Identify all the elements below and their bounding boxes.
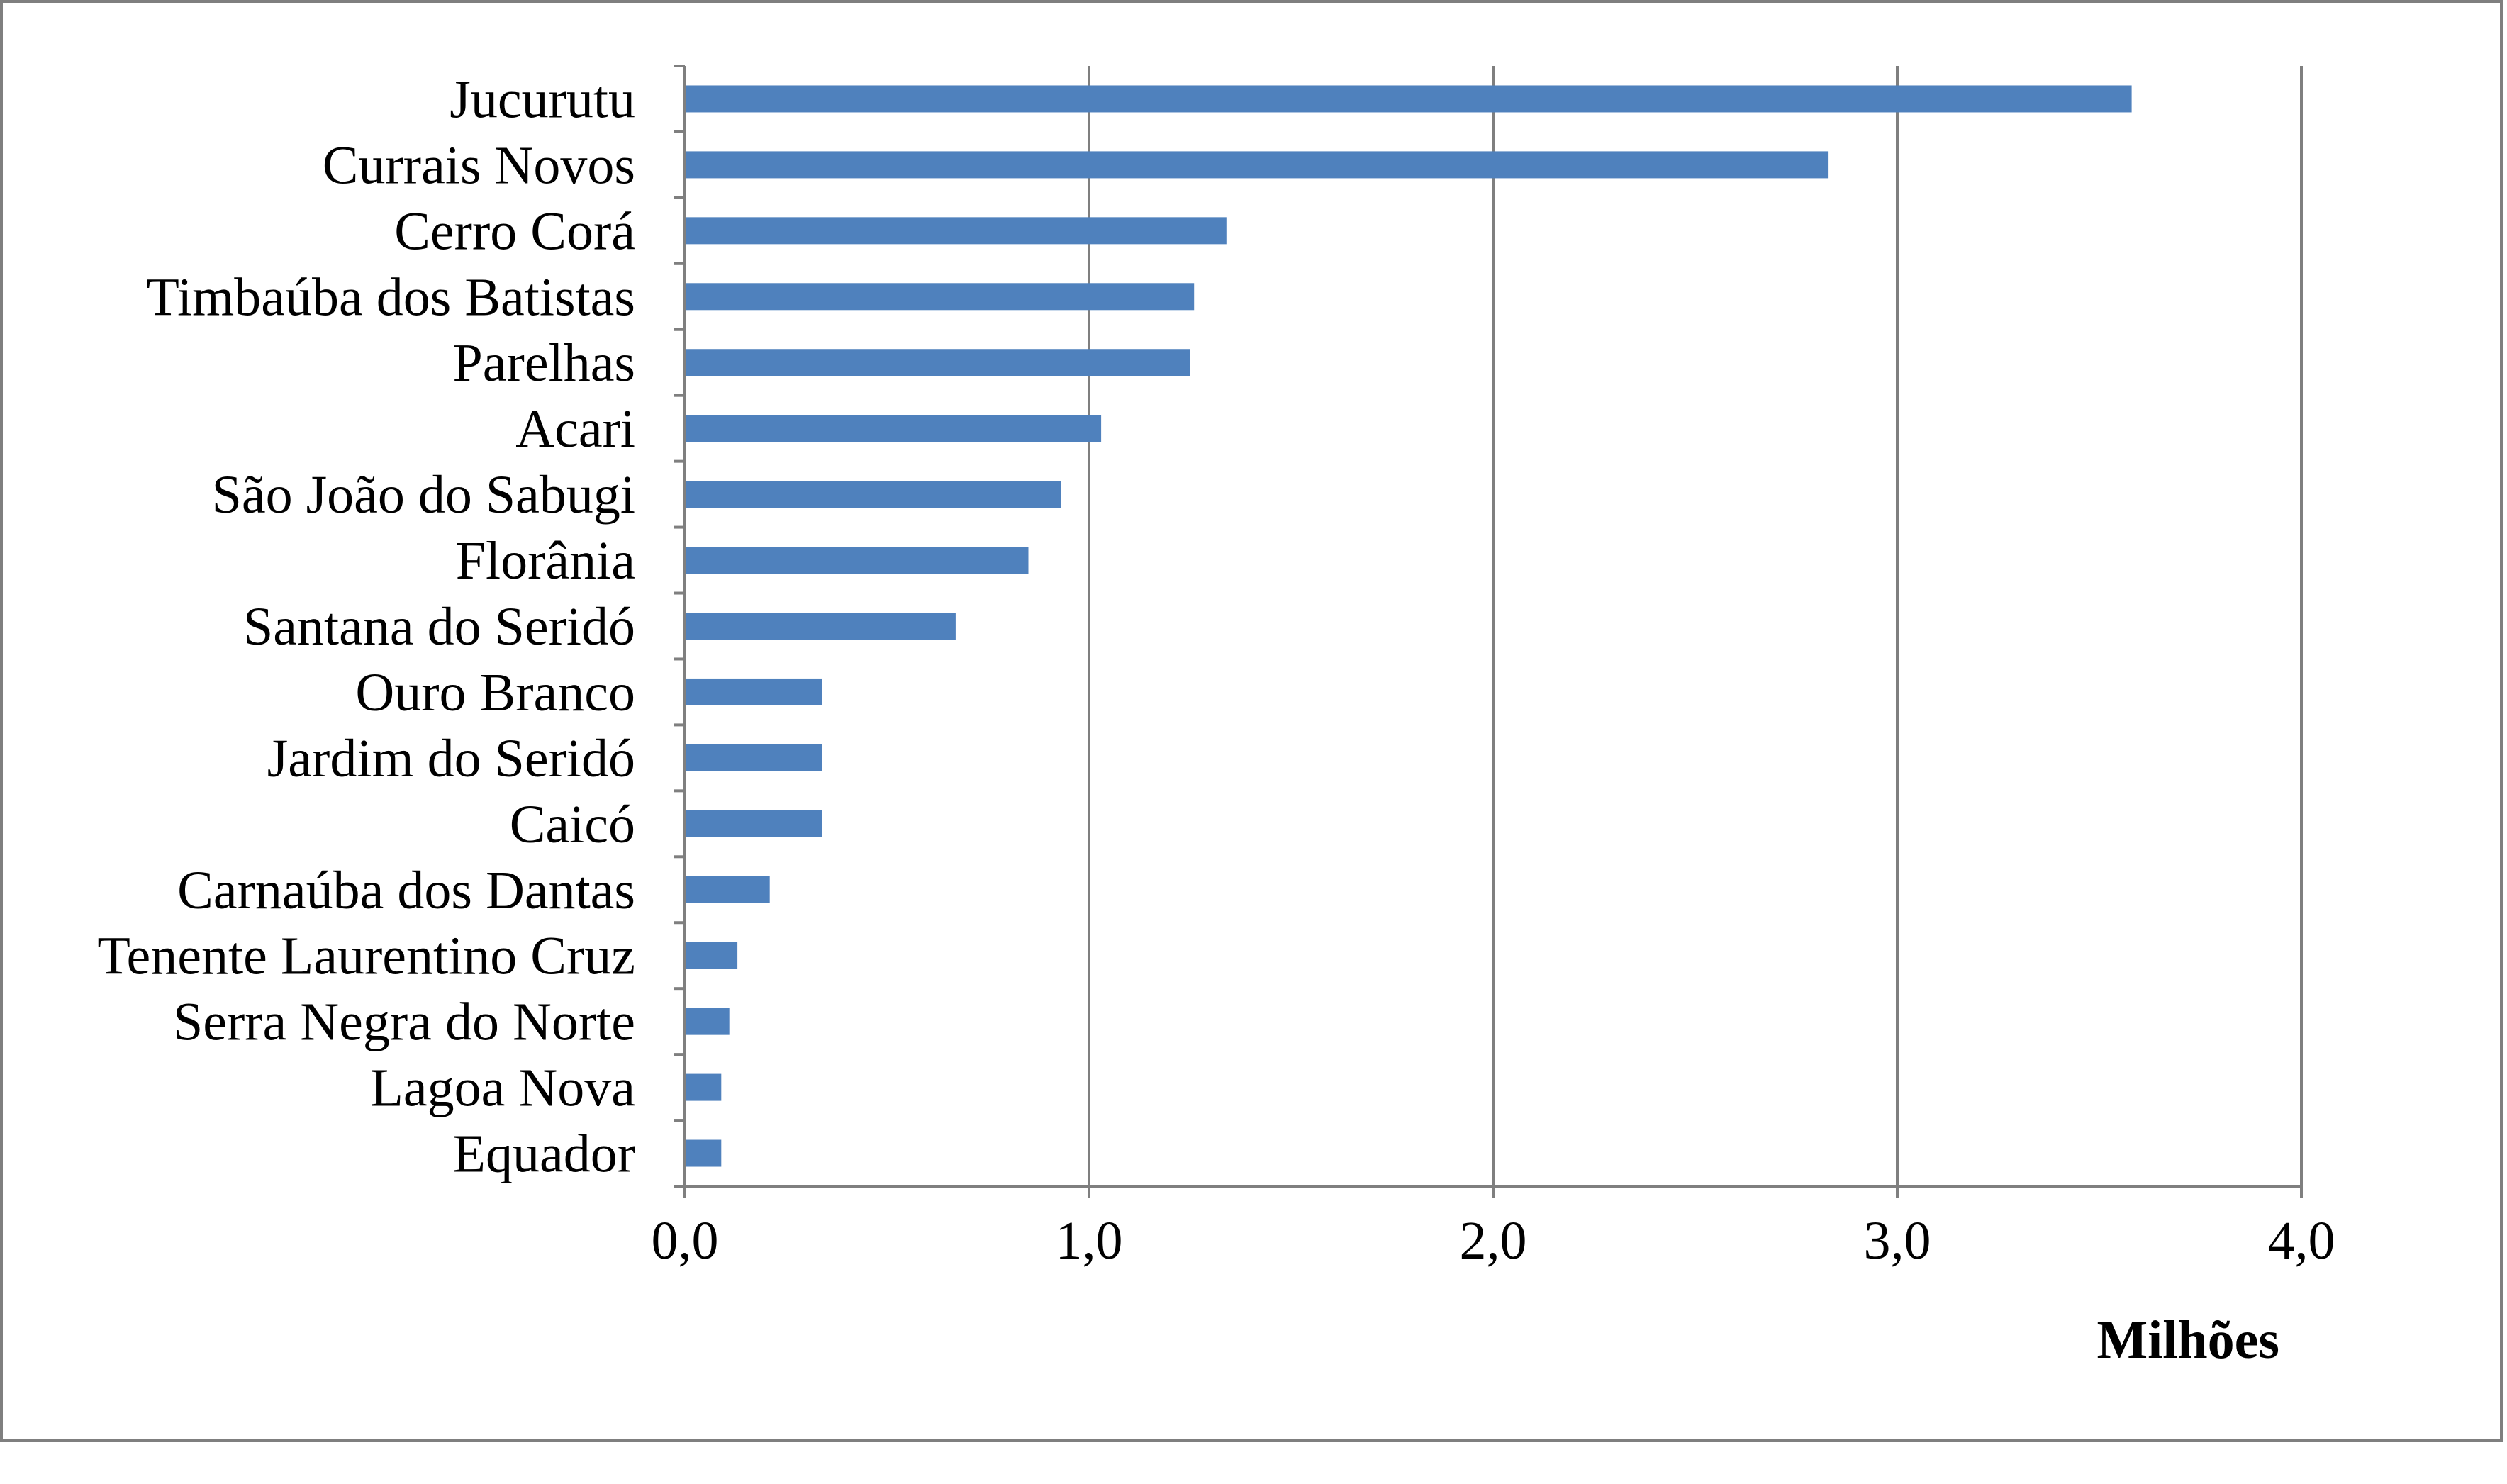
- bar-serra-negra-do-norte: [685, 1008, 730, 1035]
- category-label-currais-novos: Currais Novos: [323, 135, 635, 195]
- bar-sao-joao-do-sabugi: [685, 481, 1061, 508]
- x-tick-labels: 0,0 1,0 2,0 3,0 4,0: [652, 1211, 2335, 1271]
- bar-ouro-branco: [685, 678, 822, 705]
- category-label-cerro-cora: Cerro Corá: [394, 201, 635, 261]
- category-label-equador: Equador: [453, 1125, 635, 1184]
- category-label-sao-joao-do-sabugi: São João do Sabugi: [212, 465, 635, 525]
- bar-tenente-laurentino-cruz: [685, 942, 738, 969]
- bar-florania: [685, 547, 1029, 574]
- x-tick-label-0: 0,0: [652, 1211, 719, 1271]
- bar-equador: [685, 1139, 722, 1167]
- x-tick-label-4: 4,0: [2268, 1211, 2335, 1271]
- bar-santana-do-serido: [685, 613, 956, 640]
- category-label-timbauba-dos-batistas: Timbaúba dos Batistas: [146, 267, 635, 327]
- bar-currais-novos: [685, 151, 1829, 179]
- gridlines: [1088, 66, 2303, 1186]
- category-label-carnauba-dos-dantas: Carnaúba dos Dantas: [177, 861, 635, 920]
- bar-timbauba-dos-batistas: [685, 283, 1195, 311]
- x-tick-label-2: 2,0: [1460, 1211, 1527, 1271]
- category-label-jucurutu: Jucurutu: [450, 69, 635, 129]
- bar-jucurutu: [685, 85, 2132, 113]
- bar-parelhas: [685, 349, 1190, 376]
- category-label-tenente-laurentino-cruz: Tenente Laurentino Cruz: [97, 927, 635, 986]
- category-label-acari: Acari: [515, 399, 635, 459]
- category-label-santana-do-serido: Santana do Seridó: [243, 597, 635, 657]
- axes: [674, 65, 2303, 1198]
- bar-caico: [685, 810, 822, 837]
- category-label-caico: Caicó: [510, 795, 635, 854]
- category-label-serra-negra-do-norte: Serra Negra do Norte: [173, 993, 635, 1052]
- category-label-jardim-do-serido: Jardim do Seridó: [267, 729, 635, 788]
- x-unit-label: Milhões: [2096, 1310, 2279, 1370]
- x-tick-label-3: 3,0: [1864, 1211, 1931, 1271]
- bar-lagoa-nova: [685, 1073, 722, 1101]
- category-label-florania: Florânia: [456, 531, 635, 591]
- bars: [685, 85, 2132, 1167]
- category-label-parelhas: Parelhas: [453, 333, 635, 393]
- bar-cerro-cora: [685, 217, 1227, 245]
- category-label-ouro-branco: Ouro Branco: [355, 663, 635, 723]
- bar-jardim-do-serido: [685, 744, 822, 771]
- category-label-lagoa-nova: Lagoa Nova: [370, 1059, 635, 1118]
- x-tick-label-1: 1,0: [1056, 1211, 1123, 1271]
- bar-carnauba-dos-dantas: [685, 876, 770, 903]
- bar-acari: [685, 415, 1102, 442]
- chart-frame: [0, 0, 2503, 1442]
